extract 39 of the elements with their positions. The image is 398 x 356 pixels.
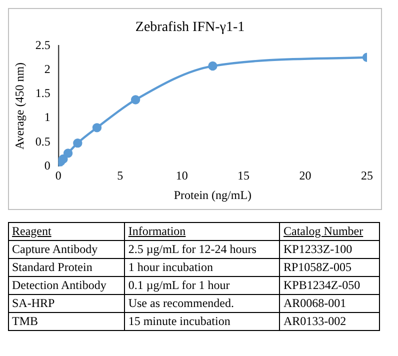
text: 1 hour incubation bbox=[124, 258, 280, 276]
text: KPB1234Z-050 bbox=[280, 276, 380, 294]
text: AR0068-001 bbox=[280, 294, 380, 312]
text: Catalog Number bbox=[280, 222, 380, 240]
text: AR0133-002 bbox=[280, 312, 380, 330]
y-tick-label: 2 bbox=[44, 62, 50, 76]
point bbox=[63, 148, 73, 158]
text: KP1233Z-100 bbox=[280, 240, 380, 258]
y-axis-title: Average (450 nm) bbox=[12, 62, 26, 150]
text: TMB bbox=[8, 312, 125, 330]
text: Use as recommended. bbox=[124, 294, 280, 312]
text: 0.1 µg/mL for 1 hour bbox=[124, 276, 280, 294]
text: Capture Antibody bbox=[8, 240, 125, 258]
y-tick-label: 0 bbox=[44, 158, 50, 172]
text: 15 minute incubation bbox=[124, 312, 280, 330]
y-tick-label: 2.5 bbox=[35, 38, 50, 52]
text: Detection Antibody bbox=[8, 276, 125, 294]
y-tick-label: 1 bbox=[44, 110, 50, 124]
x-axis-title: Protein (ng/mL) bbox=[174, 188, 252, 202]
text: 2.5 µg/mL for 12-24 hours bbox=[124, 240, 280, 258]
x-tick-label: 15 bbox=[238, 168, 250, 183]
point bbox=[130, 95, 140, 104]
text: Reagent bbox=[8, 222, 125, 240]
point bbox=[208, 61, 218, 71]
x-tick-label: 10 bbox=[176, 168, 188, 183]
x-tick-label: 20 bbox=[299, 168, 312, 183]
text: SA-HRP bbox=[8, 294, 125, 312]
text: Standard Protein bbox=[8, 258, 125, 276]
chart-title: Zebrafish IFN-γ1-1 bbox=[135, 20, 245, 36]
y-tick-label: 1.5 bbox=[35, 86, 50, 100]
x-tick-label: 5 bbox=[117, 168, 124, 183]
point bbox=[73, 138, 82, 148]
x-tick-label: 0 bbox=[55, 168, 62, 183]
text: RP1058Z-005 bbox=[280, 258, 380, 276]
y-tick-label: 0.5 bbox=[35, 134, 50, 148]
x-tick-label: 25 bbox=[361, 168, 373, 183]
point bbox=[92, 123, 102, 132]
point bbox=[58, 154, 68, 164]
text: Information bbox=[124, 222, 280, 240]
